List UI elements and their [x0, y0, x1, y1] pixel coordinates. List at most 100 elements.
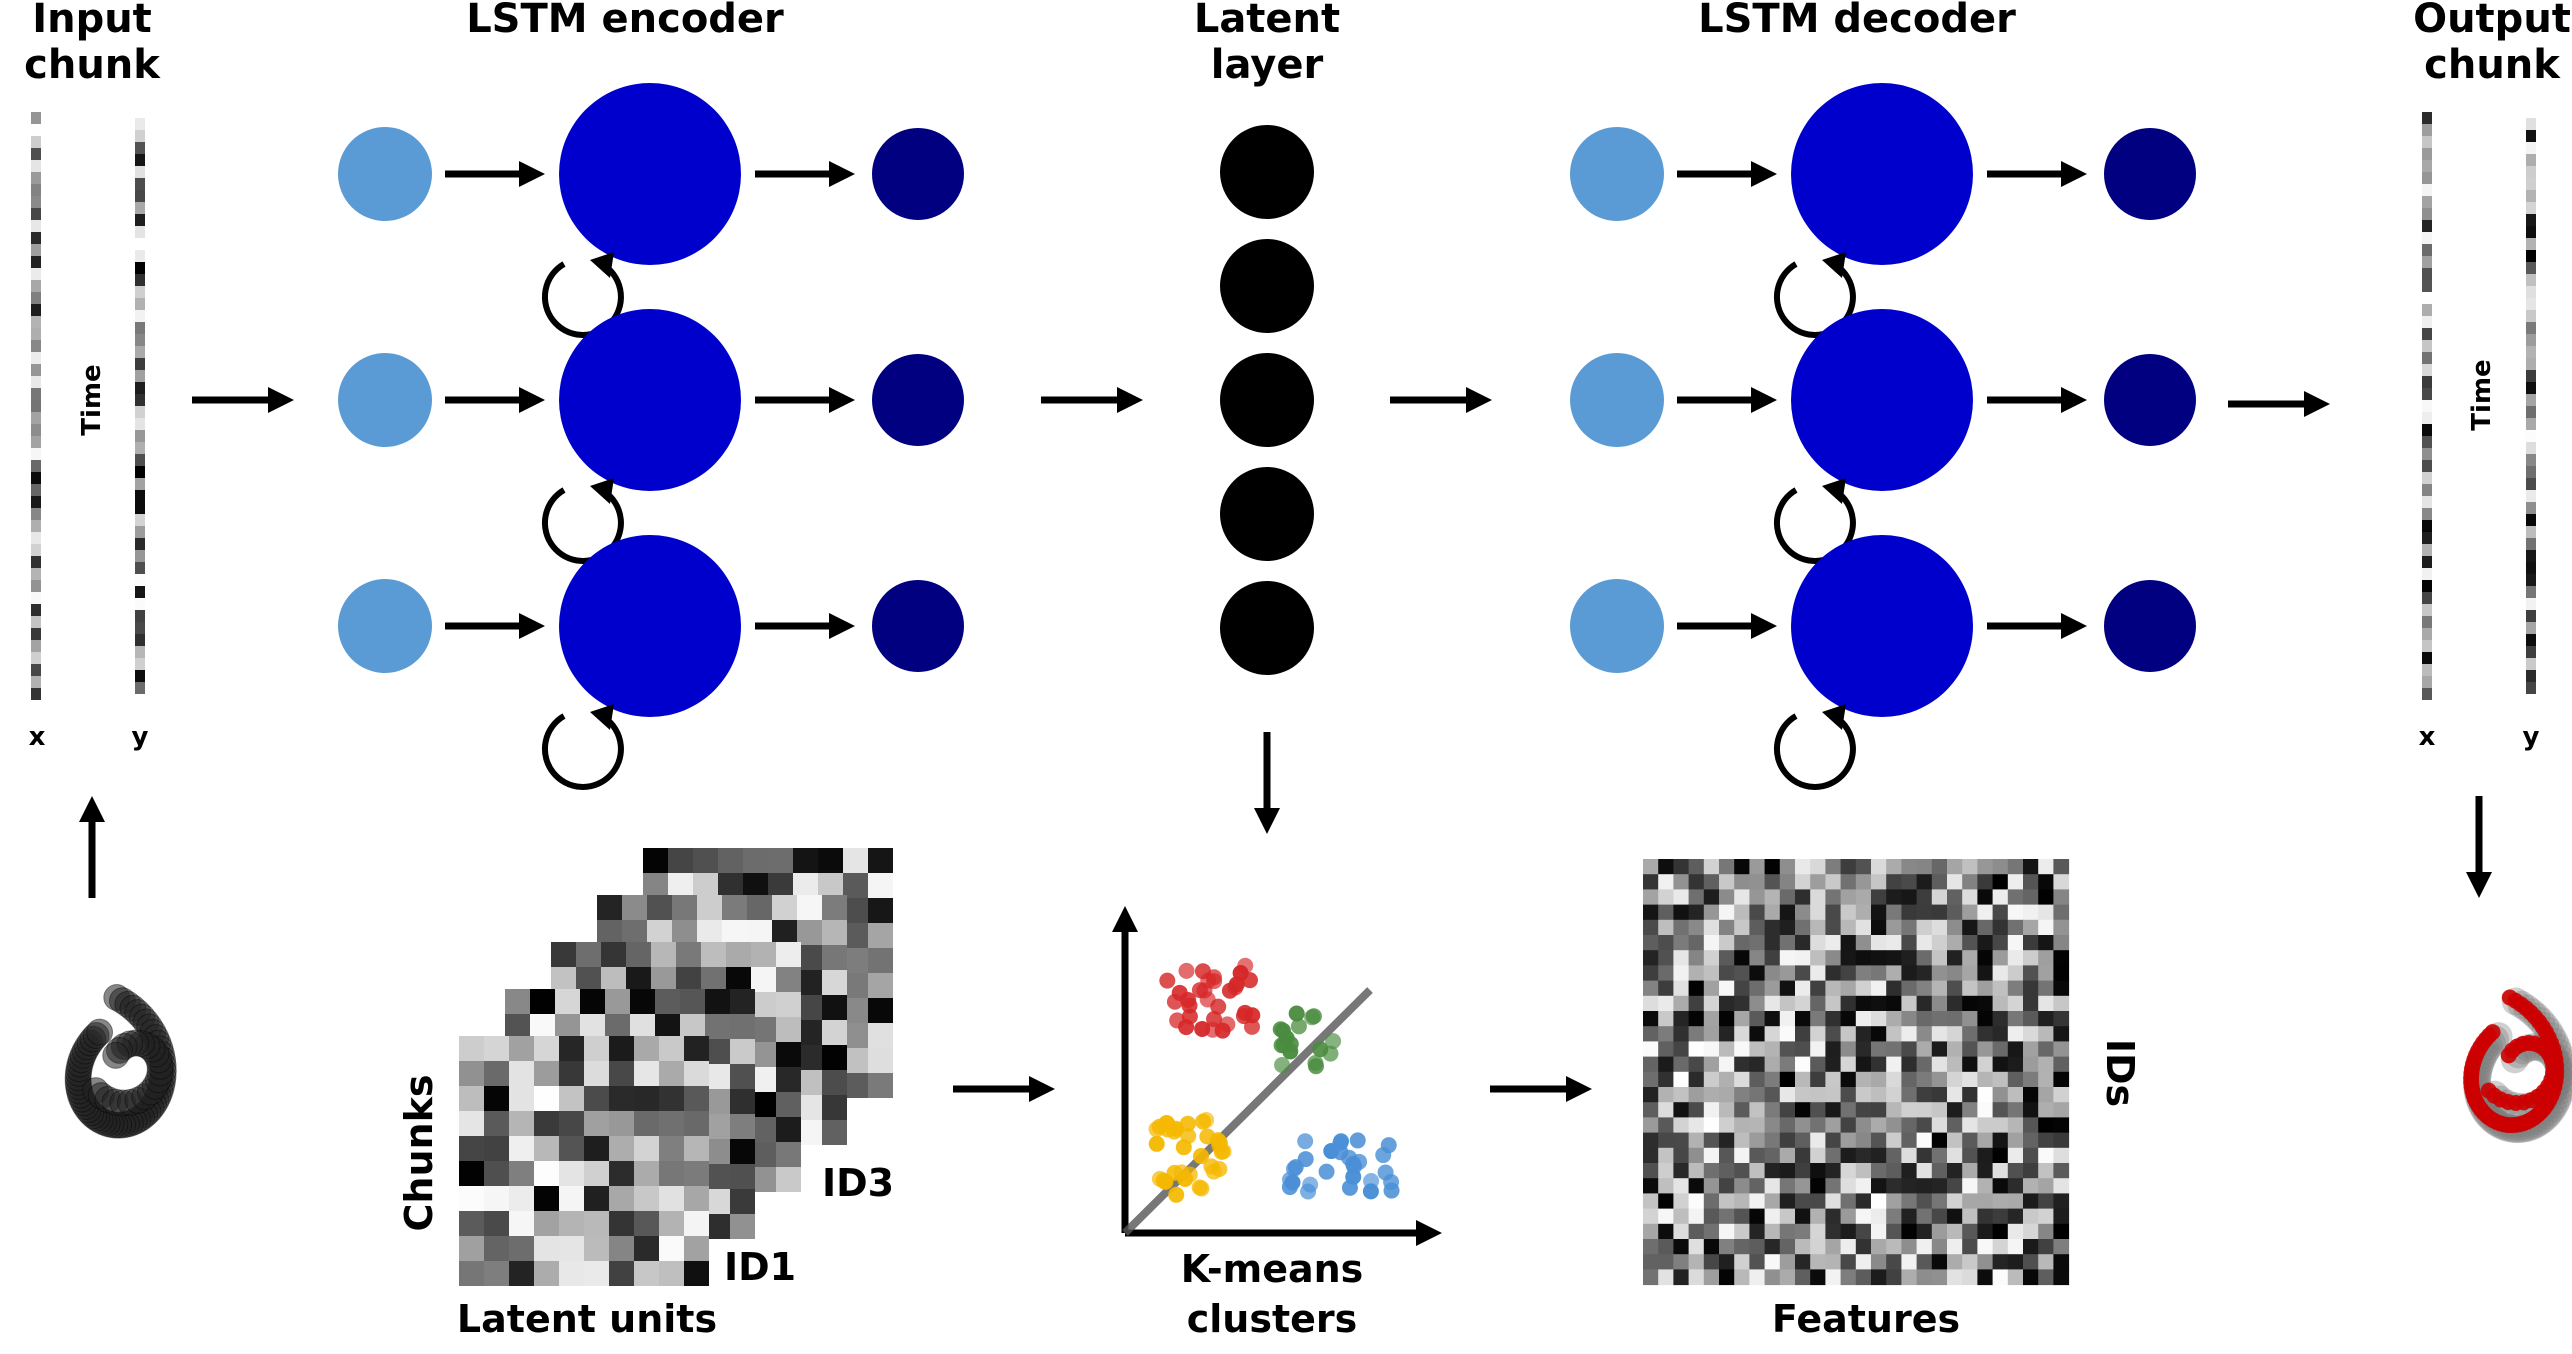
strip-cell — [31, 460, 41, 472]
feature-cell — [1658, 935, 1674, 951]
feature-cell — [1840, 1026, 1857, 1042]
feature-cell — [1886, 1223, 1902, 1240]
feature-cell — [1810, 1239, 1826, 1255]
strip-cell — [31, 664, 41, 676]
latent-to-decoder-arrow — [1390, 387, 1492, 413]
feature-cell — [2053, 1178, 2070, 1194]
strip-cell — [135, 250, 145, 262]
matrix-cell — [647, 920, 672, 945]
feature-cell — [1703, 1087, 1720, 1103]
arrow-head — [1117, 387, 1143, 413]
feature-cell — [1734, 1163, 1750, 1179]
feature-cell — [1931, 1102, 1948, 1118]
feature-cell — [1673, 919, 1690, 936]
matrix-cell — [697, 920, 722, 945]
feature-cell — [1855, 1041, 1872, 1058]
feature-cell — [1886, 1117, 1902, 1134]
matrix-cell — [797, 895, 822, 920]
feature-cell — [1977, 995, 1994, 1012]
feature-cell — [1688, 965, 1705, 982]
feature-cell — [1886, 1071, 1902, 1088]
feature-cell — [1901, 1223, 1918, 1240]
matrix-cell — [772, 895, 797, 920]
input-to-cell-arrow — [1677, 613, 1777, 639]
output-node — [872, 128, 964, 220]
feature-cell — [2038, 1163, 2054, 1179]
feature-cell — [1734, 965, 1750, 982]
matrix-cell — [509, 1111, 534, 1136]
input-to-cell-arrow — [445, 161, 545, 187]
feature-cell — [1840, 935, 1857, 951]
feature-cell — [1992, 1041, 2009, 1058]
feature-cell — [1749, 1117, 1766, 1134]
feature-cell — [1749, 1056, 1766, 1073]
feature-cell — [1855, 1117, 1872, 1134]
feature-cell — [1901, 1132, 1918, 1149]
feature-cell — [1643, 1178, 1659, 1194]
feature-cell — [1916, 1026, 1933, 1042]
feature-cell — [2038, 1071, 2054, 1088]
feature-cell — [2023, 1056, 2039, 1073]
feature-cell — [1643, 1087, 1659, 1103]
feature-cell — [1931, 919, 1948, 936]
feature-cell — [1643, 1056, 1659, 1073]
strip-cell — [135, 454, 145, 466]
strip-cell — [31, 364, 41, 376]
feature-cell — [1962, 1193, 1978, 1210]
feature-cell — [1734, 1178, 1750, 1194]
matrix-cell — [751, 1067, 776, 1092]
matrix-cell — [868, 973, 893, 998]
feature-cell — [1901, 1071, 1918, 1088]
feature-cell — [1810, 950, 1826, 966]
strip-cell — [2526, 490, 2536, 502]
matrix-cell — [772, 920, 797, 945]
input-to-cell-arrow — [1677, 161, 1777, 187]
strip-cell — [31, 292, 41, 304]
strip-cell — [2526, 454, 2536, 466]
feature-cell — [1977, 1239, 1994, 1255]
matrix-cell — [730, 989, 755, 1014]
strip-cell — [135, 610, 145, 622]
feature-cell — [1901, 1056, 1918, 1073]
strip-cell — [31, 592, 41, 604]
matrix-cell — [843, 873, 868, 898]
feature-cell — [1764, 874, 1781, 890]
strip-cell — [31, 268, 41, 280]
feature-cell — [1703, 1026, 1720, 1042]
recurrent-loop — [1773, 261, 1856, 338]
feature-cell — [2038, 1269, 2054, 1286]
cluster-point — [1181, 1008, 1198, 1025]
cluster-point — [1318, 1163, 1335, 1180]
output-node — [872, 354, 964, 446]
feature-cell — [1643, 950, 1659, 966]
feature-cell — [1916, 874, 1933, 890]
matrix-cell — [659, 1211, 684, 1236]
matrix-cell — [705, 1064, 730, 1089]
cluster-point — [1193, 1148, 1210, 1165]
matrix-cell — [751, 1117, 776, 1142]
feature-cell — [1719, 980, 1735, 997]
matrix-cell — [747, 920, 772, 945]
feature-cell — [1871, 980, 1887, 997]
feature-cell — [1962, 1208, 1978, 1225]
strip-cell — [135, 406, 145, 418]
matrix-cell — [730, 1114, 755, 1139]
feature-cell — [1810, 1193, 1826, 1210]
feature-cell — [1764, 1254, 1781, 1270]
feature-cell — [1795, 1254, 1811, 1270]
feature-cell — [1931, 935, 1948, 951]
matrix-cell — [868, 848, 893, 873]
matrix-cell — [684, 1186, 709, 1211]
feature-cell — [1719, 1102, 1735, 1118]
latent-node — [1220, 581, 1314, 675]
cluster-point — [1175, 1139, 1192, 1156]
lstm-decoder — [1570, 83, 2196, 790]
matrix-cell — [459, 1186, 484, 1211]
matrix-cell — [818, 848, 843, 873]
feature-cell — [1673, 1071, 1690, 1088]
feature-cell — [1719, 1026, 1735, 1042]
latent-layer — [1220, 125, 1314, 675]
matrix-cell — [530, 989, 555, 1014]
feature-cell — [1977, 1041, 1994, 1058]
feature-cell — [1810, 1208, 1826, 1225]
